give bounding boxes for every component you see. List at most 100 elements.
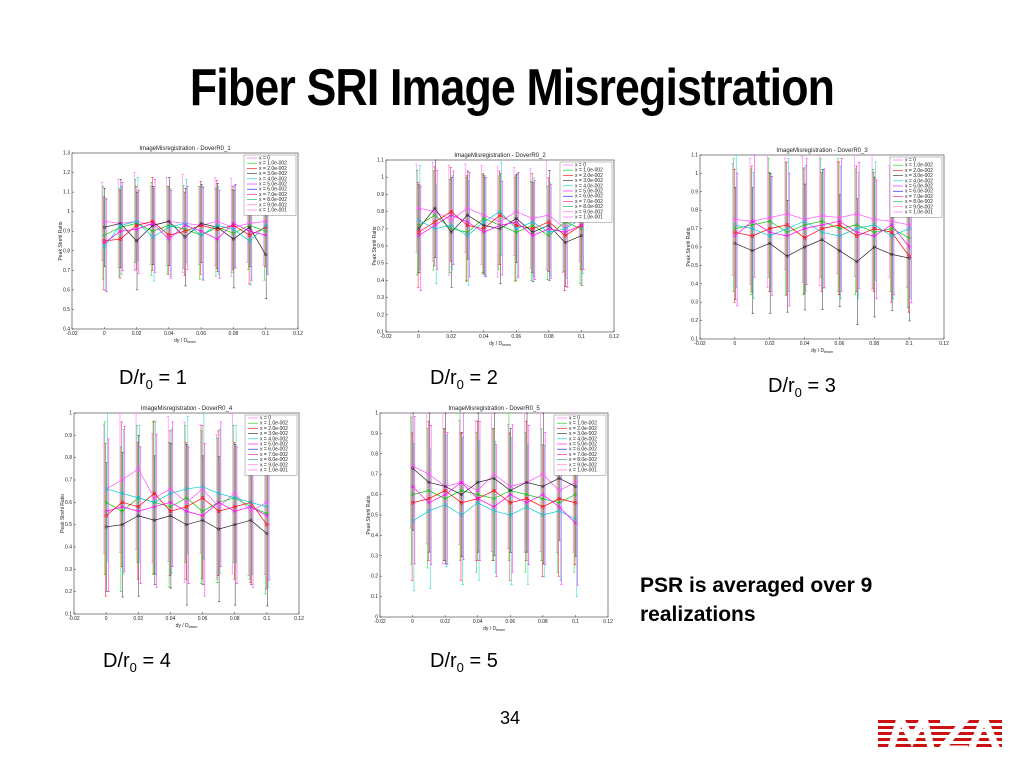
- data-point: [167, 219, 171, 223]
- series-line: [418, 211, 582, 237]
- data-point: [168, 505, 172, 509]
- legend-entry: x = 5.0e-002: [575, 189, 603, 195]
- data-point: [201, 485, 205, 489]
- data-point: [525, 505, 529, 509]
- y-tick-label: 0.5: [63, 307, 70, 313]
- data-point: [803, 217, 807, 221]
- x-tick-label: 0.12: [293, 331, 303, 337]
- data-point: [265, 514, 269, 518]
- x-tick-label: 0.1: [263, 616, 270, 622]
- y-tick-label: 0.1: [377, 330, 384, 336]
- data-point: [443, 484, 447, 488]
- data-point: [248, 225, 252, 229]
- psr-note-line2: realizations: [640, 603, 756, 626]
- data-point: [215, 227, 219, 231]
- series-line: [418, 214, 582, 237]
- data-point: [525, 480, 529, 484]
- y-tick-label: 0.6: [65, 500, 72, 506]
- data-point: [573, 517, 577, 521]
- data-point: [803, 223, 807, 227]
- data-point: [785, 227, 789, 231]
- legend-entry: x = 8.0e-002: [569, 457, 597, 463]
- data-point: [433, 213, 437, 217]
- x-axis-label: dy / Dbeam: [483, 626, 505, 632]
- data-point: [233, 505, 237, 509]
- data-point: [476, 488, 480, 493]
- data-point: [135, 223, 139, 227]
- data-point: [443, 503, 447, 507]
- data-point: [803, 219, 807, 223]
- data-point: [152, 491, 156, 495]
- x-tick-label: 0.1: [906, 341, 913, 347]
- y-axis-label: Peak Strehl Ratio: [366, 495, 372, 534]
- y-tick-label: 1: [67, 209, 70, 215]
- data-point: [525, 497, 529, 501]
- data-point: [136, 467, 140, 471]
- legend-entry: x = 5.0e-002: [260, 442, 288, 448]
- data-point: [433, 210, 437, 214]
- data-point: [411, 466, 415, 470]
- x-tick-label: 0.02: [765, 341, 775, 347]
- y-tick-label: 1.2: [63, 170, 70, 176]
- legend-entry: x = 1.0e-001: [260, 468, 288, 474]
- legend-entry: x = 8.0e-002: [905, 199, 933, 205]
- chart-svg: ImageMisregistration - DoverR0_4 -0.02 0 0.…: [60, 406, 304, 629]
- data-point: [750, 249, 754, 253]
- data-point: [184, 500, 189, 504]
- x-axis-label-sub: beam: [824, 350, 833, 354]
- y-tick-label: 0.3: [65, 567, 72, 573]
- data-point: [514, 220, 518, 224]
- series-line: [412, 490, 576, 504]
- legend-entry: x = 4.0e-002: [575, 183, 603, 189]
- data-point: [733, 241, 737, 245]
- data-point: [855, 227, 859, 231]
- data-point: [465, 234, 469, 238]
- data-point: [573, 480, 577, 484]
- data-point: [136, 509, 140, 513]
- data-point: [168, 487, 172, 491]
- y-tick-label: 1: [375, 411, 378, 417]
- data-point: [433, 220, 437, 224]
- y-axis-label: Peak Strehl Ratio: [372, 226, 378, 265]
- data-point: [541, 472, 545, 476]
- data-point: [768, 219, 772, 223]
- y-tick-label: 0.6: [63, 287, 70, 293]
- data-point: [135, 239, 139, 243]
- data-point: [508, 484, 512, 488]
- data-point: [465, 206, 469, 210]
- data-point: [525, 493, 529, 497]
- data-point: [482, 230, 486, 234]
- data-point: [465, 230, 469, 234]
- data-point: [231, 227, 235, 231]
- data-point: [215, 237, 219, 241]
- data-point: [449, 210, 453, 214]
- data-point: [102, 233, 106, 237]
- y-tick-label: 0.8: [377, 209, 384, 215]
- legend-entry: x = 7.0e-002: [575, 199, 603, 205]
- data-point: [573, 484, 577, 488]
- data-point: [168, 500, 172, 504]
- data-point: [248, 229, 252, 233]
- data-point: [855, 260, 859, 264]
- mza-logo: [878, 718, 1002, 752]
- y-tick-label: 0.2: [691, 318, 698, 324]
- data-point: [411, 519, 415, 523]
- data-point: [118, 237, 122, 241]
- x-tick-label: 0.08: [229, 331, 239, 337]
- data-point: [411, 493, 415, 497]
- x-tick-label: -0.02: [68, 616, 80, 622]
- data-point: [785, 223, 789, 227]
- data-point: [183, 221, 187, 225]
- data-point: [541, 497, 545, 501]
- data-point: [167, 233, 171, 237]
- data-point: [498, 223, 502, 227]
- series-line: [105, 497, 267, 514]
- data-point: [184, 509, 189, 513]
- data-point: [890, 234, 894, 238]
- caption-doverr0-2: D/r0 = 2: [430, 367, 498, 392]
- legend-entry: x = 6.0e-002: [905, 189, 933, 195]
- chart-svg: ImageMisregistration - DoverR0_2 -0.02 0 0.…: [372, 153, 619, 347]
- data-point: [443, 497, 447, 501]
- data-point: [183, 223, 187, 227]
- psr-note-line1: PSR is averaged over 9: [640, 574, 873, 597]
